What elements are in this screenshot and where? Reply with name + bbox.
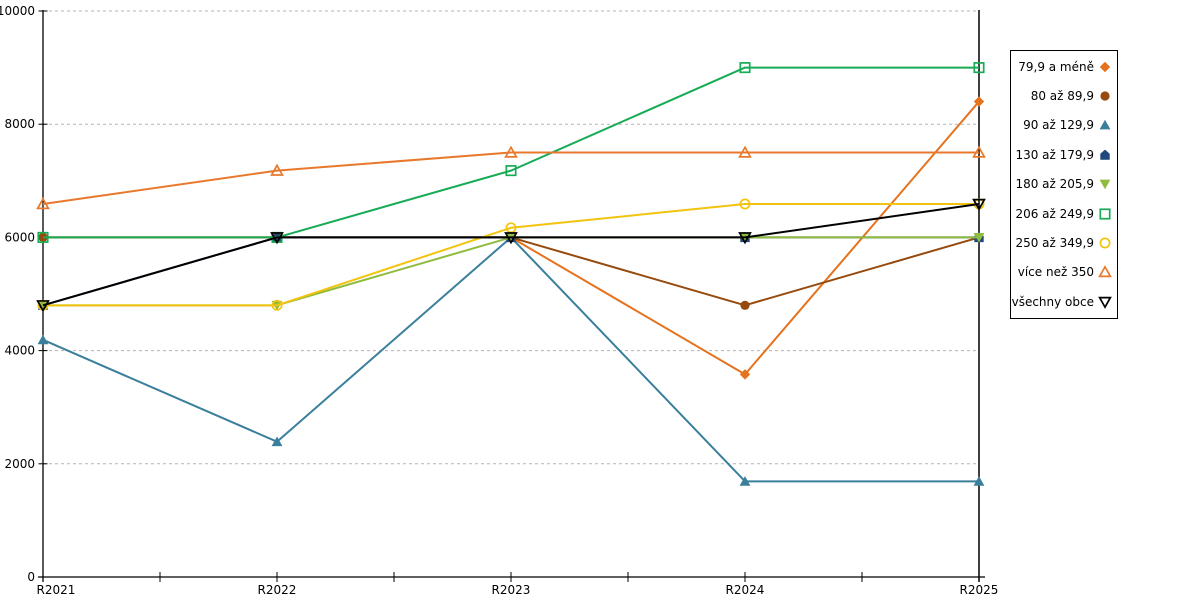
- marker-circle: [1100, 91, 1110, 101]
- marker-circle: [271, 299, 283, 311]
- marker-triangle-down: [973, 233, 985, 243]
- marker-circle: [1099, 237, 1111, 249]
- marker-square: [739, 62, 751, 74]
- legend-item: 130 až 179,9: [1011, 140, 1117, 169]
- y-tick-label: 2000: [4, 457, 35, 471]
- legend-item-label: 180 až 205,9: [1015, 177, 1094, 192]
- legend-marker-circle-icon: [1100, 91, 1110, 101]
- legend-marker-pentagon-icon: [1100, 149, 1110, 160]
- legend-marker-diamond-icon: [1099, 61, 1111, 72]
- chart-legend: 79,9 a méně 80 až 89,9 90 až 129,9 130 až 1…: [1010, 50, 1118, 319]
- marker-triangle-down: [1098, 296, 1112, 309]
- marker-pentagon: [1100, 149, 1110, 160]
- legend-marker-triangle-down-icon: [1099, 179, 1111, 190]
- series-line: [43, 66, 979, 239]
- series-line: [42, 203, 980, 307]
- series-2: [38, 232, 984, 310]
- legend-marker-triangle-up-icon: [1099, 120, 1111, 130]
- marker-circle: [740, 300, 750, 310]
- x-tick-label: R2025: [960, 583, 999, 597]
- series-line: [43, 236, 980, 307]
- marker-square: [1099, 208, 1111, 220]
- legend-marker-triangle-down-icon: [1098, 296, 1112, 309]
- series-line: [42, 151, 979, 205]
- marker-diamond: [739, 369, 751, 380]
- x-tick-label: R2021: [37, 583, 76, 597]
- series-line: [42, 236, 979, 307]
- legend-item-label: 130 až 179,9: [1015, 147, 1094, 162]
- legend-item: 90 až 129,9: [1011, 111, 1117, 140]
- legend-item: 79,9 a méně: [1011, 52, 1117, 81]
- series-line: [43, 203, 979, 307]
- series-line: [43, 236, 979, 307]
- legend-item-label: 250 až 349,9: [1015, 236, 1094, 251]
- marker-diamond: [973, 96, 985, 107]
- legend-marker-triangle-up-icon: [1098, 265, 1112, 278]
- marker-triangle-up: [1099, 120, 1111, 130]
- legend-item: 80 až 89,9: [1011, 81, 1117, 110]
- legend-marker-circle-icon: [1099, 237, 1111, 249]
- marker-triangle-down: [270, 232, 284, 245]
- legend-item-label: 90 až 129,9: [1023, 118, 1094, 133]
- legend-item: 250 až 349,9: [1011, 228, 1117, 257]
- series-3: [37, 232, 985, 486]
- legend-item: 180 až 205,9: [1011, 170, 1117, 199]
- y-tick-label: 0: [27, 570, 35, 584]
- y-tick-label: 6000: [4, 230, 35, 244]
- marker-square: [37, 231, 49, 243]
- series-8: [36, 145, 986, 210]
- legend-item-label: 206 až 249,9: [1015, 206, 1094, 221]
- marker-triangle-down: [504, 232, 518, 245]
- marker-triangle-up: [972, 145, 986, 158]
- x-tick-label: R2022: [258, 583, 297, 597]
- legend-item-label: 79,9 a méně: [1018, 59, 1094, 74]
- legend-item-label: všechny obce: [1011, 294, 1094, 309]
- marker-square: [973, 62, 985, 74]
- marker-triangle-down: [1099, 179, 1111, 190]
- legend-item-label: 80 až 89,9: [1030, 89, 1094, 104]
- series-9: [36, 198, 986, 313]
- y-tick-label: 8000: [4, 117, 35, 131]
- marker-circle: [739, 198, 751, 210]
- y-tick-label: 4000: [4, 344, 35, 358]
- marker-triangle-up: [271, 436, 283, 447]
- marker-diamond: [1099, 61, 1111, 72]
- marker-triangle-up: [504, 145, 518, 158]
- marker-triangle-down: [972, 198, 986, 211]
- marker-triangle-down: [36, 300, 50, 313]
- legend-marker-square-icon: [1099, 208, 1111, 220]
- series-5: [37, 233, 985, 311]
- marker-triangle-up: [739, 476, 751, 486]
- marker-triangle-up: [738, 145, 752, 158]
- marker-triangle-down: [738, 232, 752, 245]
- legend-item-label: více než 350: [1017, 265, 1094, 280]
- marker-triangle-up: [36, 197, 50, 210]
- marker-triangle-up: [973, 476, 985, 486]
- x-tick-label: R2024: [726, 583, 765, 597]
- marker-triangle-up: [37, 334, 49, 345]
- legend-item: všechny obce: [1011, 287, 1117, 316]
- series-7: [37, 198, 985, 311]
- x-tick-label: R2023: [492, 583, 531, 597]
- marker-triangle-up: [270, 163, 284, 176]
- marker-triangle-up: [1098, 265, 1112, 278]
- marker-square: [505, 165, 517, 177]
- series-line: [42, 236, 979, 483]
- legend-item: 206 až 249,9: [1011, 199, 1117, 228]
- legend-item: více než 350: [1011, 258, 1117, 287]
- y-tick-label: 10000: [0, 4, 35, 18]
